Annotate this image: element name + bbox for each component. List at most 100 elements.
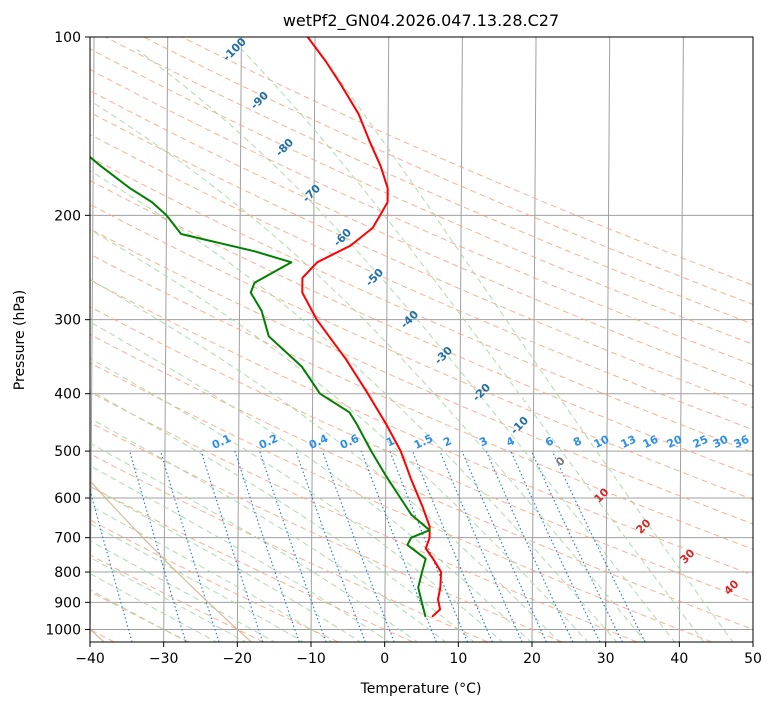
- reference-curve-line: [90, 479, 252, 642]
- moist-adiabat-line: [90, 357, 503, 642]
- plot-frame: [89, 36, 754, 643]
- mixing-ratio-line: [295, 450, 366, 642]
- dry-adiabat-line: [90, 179, 753, 477]
- moist-adiabat-line: [90, 589, 189, 642]
- dry-adiabat-line: [90, 69, 753, 366]
- dry-adiabat-line: [90, 48, 753, 345]
- mixing-ratio-line: [360, 450, 437, 642]
- moist-adiabat-line: [90, 100, 647, 642]
- mixing-ratio-label: 25: [691, 433, 710, 451]
- y-tick-label: 800: [54, 565, 81, 581]
- y-tick-label: 600: [54, 491, 81, 507]
- special-lines: [90, 37, 753, 642]
- dry-adiabat-line: [143, 37, 753, 305]
- y-tick-label: 500: [54, 444, 81, 460]
- mixing-ratio-label: 16: [641, 433, 661, 451]
- dry-adiabat-line: [181, 37, 753, 286]
- dry-adiabat-line: [90, 590, 190, 642]
- mixing-ratio-line: [321, 450, 395, 642]
- moist-adiabat-line: [90, 504, 334, 642]
- x-tick-label: 30: [597, 651, 615, 667]
- mixing-ratio-line: [129, 450, 187, 642]
- moist-adiabat-line: [136, 49, 676, 642]
- mixing-ratio-label: 10: [592, 433, 612, 451]
- isotherm-line: [90, 37, 95, 642]
- isotherm-line: [678, 37, 684, 642]
- chart-title: wetPf2_GN04.2026.047.13.28.C27: [283, 11, 559, 31]
- moist-adiabat-label: 30: [678, 546, 698, 566]
- axes: −40 −30 −20 −10 0 10 20 30 40 50 100 200 300 400 500 60…: [45, 30, 762, 667]
- dry-adiabat-label: -20: [470, 381, 493, 404]
- mixing-ratio-line: [389, 450, 469, 642]
- y-tick-label: 900: [54, 595, 81, 611]
- dry-adiabat-line: [90, 156, 753, 453]
- moist-adiabat-line: [90, 556, 247, 642]
- x-tick-label: −20: [223, 651, 253, 667]
- dry-adiabat-line: [90, 453, 488, 642]
- mixing-ratio-line: [551, 450, 646, 642]
- dry-adiabat-label: -70: [300, 182, 323, 205]
- isotherm-line: [163, 37, 169, 642]
- moist-adiabat-line: [90, 573, 218, 642]
- x-tick-label: −10: [296, 651, 326, 667]
- dry-adiabat-line: [105, 37, 753, 325]
- grid-lines: [90, 37, 753, 642]
- temperature-profile-line: [301, 37, 443, 618]
- isopleth-labels: -100-90-80-70-60-50-40-30-20-10010203040…: [210, 35, 752, 598]
- moist-adiabat-line: [90, 540, 276, 642]
- y-tick-label: 200: [54, 208, 81, 224]
- mixing-ratio-label: 8: [571, 434, 583, 449]
- x-tick-label: 0: [380, 651, 389, 667]
- dry-adiabat-line: [90, 333, 753, 630]
- dry-adiabat-label: -80: [273, 136, 296, 159]
- moist-adiabat-line: [90, 278, 561, 642]
- moist-adiabat-line: [90, 485, 362, 642]
- isotherm-line: [310, 37, 316, 642]
- moist-adiabat-line: [90, 229, 589, 642]
- y-tick-label: 400: [54, 387, 81, 403]
- mixing-ratio-line: [234, 450, 300, 642]
- mixing-ratio-label: 0.1: [210, 432, 233, 452]
- moist-adiabat-line: [90, 321, 532, 642]
- x-axis-title: Temperature (°C): [360, 681, 482, 697]
- y-tick-label: 700: [54, 531, 81, 547]
- isotherm-line: [531, 37, 537, 642]
- dry-adiabat-label: -100: [220, 35, 249, 64]
- dry-adiabat-line: [90, 421, 563, 642]
- moist-adiabat-line: [90, 389, 475, 642]
- dry-adiabat-line: [90, 253, 753, 550]
- y-tick-label: 100: [54, 30, 81, 46]
- y-axis-title: Pressure (hPa): [12, 290, 28, 390]
- mixing-ratio-line: [439, 450, 523, 642]
- mixing-ratio-label: 1.5: [412, 432, 435, 452]
- dry-adiabat-line: [90, 90, 753, 387]
- isotherm-line: [605, 37, 611, 642]
- moist-adiabat-line: [90, 417, 447, 642]
- isotherm-line: [236, 37, 242, 642]
- x-tick-label: 20: [523, 651, 541, 667]
- x-tick-label: −40: [75, 651, 105, 667]
- dewpoint-profile-line: [90, 155, 431, 618]
- moist-adiabat-label: 40: [722, 577, 742, 597]
- mixing-ratio-label: 0.6: [338, 432, 361, 452]
- mixing-ratio-label: 30: [711, 433, 731, 451]
- dry-adiabat-label: -30: [432, 344, 455, 367]
- dry-adiabat-label: -90: [248, 89, 271, 112]
- x-tick-label: −30: [149, 651, 179, 667]
- mixing-ratio-line: [485, 450, 574, 642]
- mixing-ratio-label: 20: [665, 433, 685, 451]
- dry-adiabat-label: -40: [398, 308, 421, 331]
- x-tick-label: 50: [744, 651, 762, 667]
- moist-adiabat-line: [316, 49, 734, 642]
- isotherm-line: [752, 567, 753, 642]
- mixing-ratio-line: [90, 487, 133, 642]
- mixing-ratio-label: 13: [619, 433, 638, 451]
- mixing-ratio-label: 36: [732, 433, 752, 451]
- mixing-ratio-line: [411, 450, 493, 642]
- profile-series: [90, 37, 443, 618]
- dry-adiabat-line: [90, 133, 753, 431]
- mixing-ratio-label: 0.4: [307, 432, 330, 452]
- mixing-ratio-label: 3: [477, 434, 489, 449]
